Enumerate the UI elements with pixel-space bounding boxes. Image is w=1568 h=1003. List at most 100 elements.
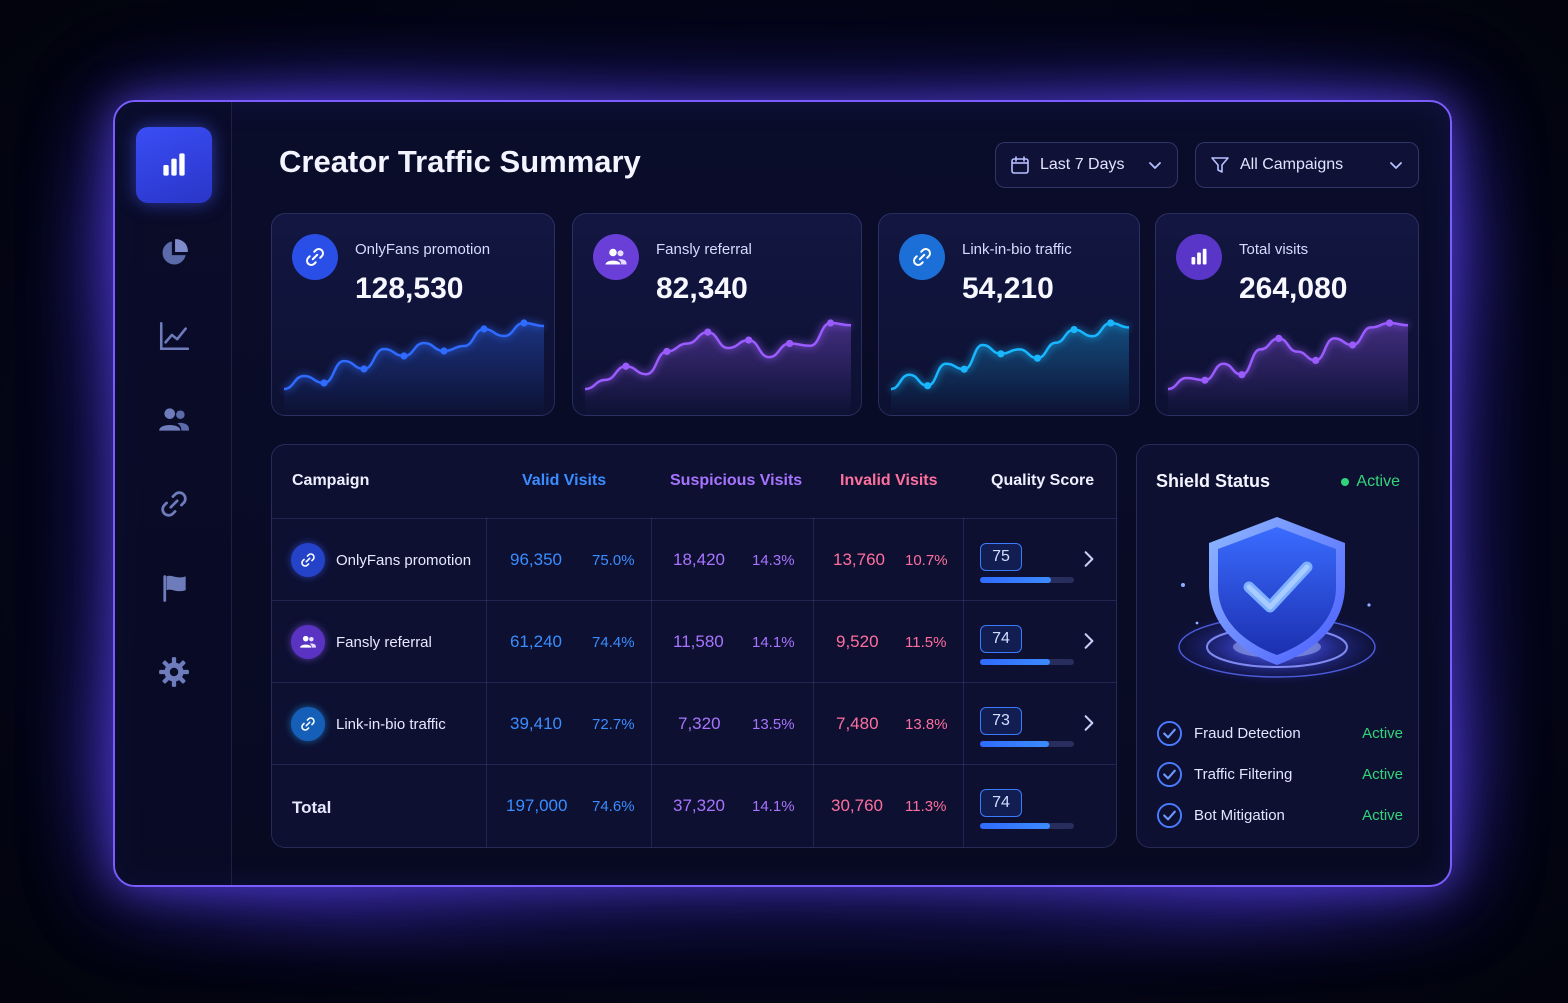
sparkline-point <box>1238 371 1246 379</box>
sparkline-point <box>786 339 794 348</box>
stat-card-total-visits[interactable]: Total visits 264,080 <box>1155 213 1419 416</box>
header-suspicious-visits[interactable]: Suspicious Visits <box>670 472 803 489</box>
sparkline-area <box>891 323 1129 415</box>
table-row[interactable]: Fansly referral 61,240 74.4% 11,580 14.1… <box>272 600 1116 682</box>
header-valid-visits[interactable]: Valid Visits <box>522 472 607 489</box>
suspicious-percent: 14.1% <box>752 798 795 815</box>
header-quality-score[interactable]: Quality Score <box>991 472 1095 489</box>
calendar-icon <box>1011 156 1029 174</box>
campaign-name: Link-in-bio traffic <box>336 716 446 733</box>
sidebar-item-reports[interactable] <box>136 215 212 291</box>
feature-label: Bot Mitigation <box>1194 807 1285 824</box>
chevron-down-icon <box>1390 162 1402 169</box>
sidebar-item-dashboard[interactable] <box>136 127 212 203</box>
quality-score-bar <box>980 823 1074 829</box>
valid-percent: 75.0% <box>592 552 635 569</box>
card-value: 264,080 <box>1239 272 1348 305</box>
campaign-icon <box>291 707 325 741</box>
sparkline-point <box>360 365 368 373</box>
quality-score-badge: 75 <box>980 543 1022 571</box>
card-label: Fansly referral <box>656 241 752 258</box>
suspicious-percent: 13.5% <box>752 716 795 733</box>
filter-icon <box>1211 157 1229 173</box>
sparkline-point <box>1275 334 1283 342</box>
campaign-table: Campaign Valid Visits Suspicious Visits … <box>271 444 1117 848</box>
chevron-right-icon[interactable] <box>1080 632 1098 650</box>
campaign-name: OnlyFans promotion <box>336 552 472 569</box>
campaign-filter-dropdown[interactable]: All Campaigns <box>1195 142 1419 188</box>
valid-visits: 39,410 <box>510 714 562 733</box>
invalid-visits: 9,520 <box>836 632 879 651</box>
suspicious-visits: 11,580 <box>673 632 724 651</box>
stat-card-fansly[interactable]: Fansly referral 82,340 <box>572 213 862 416</box>
users-icon <box>300 635 316 648</box>
sidebar-item-analytics[interactable] <box>136 298 212 374</box>
sparkline-chart <box>283 319 545 415</box>
quality-score-badge: 74 <box>980 789 1022 817</box>
chevron-right-icon[interactable] <box>1080 550 1098 568</box>
sparkline-point <box>1201 376 1209 384</box>
sparkline-point <box>400 352 408 360</box>
sparkline-chart <box>890 319 1130 415</box>
quality-score-bar <box>980 659 1074 665</box>
gear-icon <box>159 657 189 687</box>
quality-score-badge: 73 <box>980 707 1022 735</box>
date-range-value: Last 7 Days <box>1040 156 1125 173</box>
feature-status: Active <box>1362 725 1403 742</box>
sparkline-point <box>663 347 671 356</box>
sparkline-area <box>1168 323 1408 415</box>
sparkline-point <box>622 362 630 370</box>
sparkline-point <box>320 379 328 387</box>
card-value: 82,340 <box>656 272 748 305</box>
sparkline-point <box>960 365 968 373</box>
line-chart-icon <box>159 321 190 351</box>
chevron-right-icon[interactable] <box>1080 714 1098 732</box>
sidebar-item-flags[interactable] <box>136 550 212 626</box>
invalid-visits: 13,760 <box>833 550 885 569</box>
bar-chart-icon <box>1191 248 1207 265</box>
invalid-visits: 30,760 <box>831 796 883 815</box>
sparkline-point <box>480 325 488 333</box>
sidebar-item-settings[interactable] <box>136 634 212 710</box>
sparkline-point <box>1385 319 1394 327</box>
check-circle-icon <box>1156 761 1183 788</box>
link-icon <box>913 248 931 266</box>
suspicious-visits: 37,320 <box>673 796 725 815</box>
invalid-visits: 7,480 <box>836 714 879 733</box>
table-row[interactable]: Link-in-bio traffic 39,410 72.7% 7,320 1… <box>272 682 1116 764</box>
sparkline-point <box>745 336 753 344</box>
date-range-dropdown[interactable]: Last 7 Days <box>995 142 1178 188</box>
card-icon <box>1176 234 1222 280</box>
valid-percent: 74.6% <box>592 798 635 815</box>
sparkline-point <box>440 347 448 355</box>
dashboard-window: Creator Traffic Summary Last 7 Days All … <box>113 100 1452 887</box>
shield-status-badge: Active <box>1341 473 1400 491</box>
status-dot-icon <box>1341 478 1350 486</box>
header-campaign[interactable]: Campaign <box>292 472 370 489</box>
sparkline-point <box>826 319 835 327</box>
suspicious-percent: 14.3% <box>752 552 795 569</box>
card-value: 54,210 <box>962 272 1054 305</box>
card-label: Total visits <box>1239 241 1309 258</box>
bar-chart-icon <box>163 153 185 176</box>
stat-card-onlyfans[interactable]: OnlyFans promotion 128,530 <box>271 213 555 416</box>
link-icon <box>161 491 187 517</box>
sparkline-chart <box>584 319 852 415</box>
sparkline-point <box>1070 326 1078 334</box>
sparkline-point <box>924 382 932 390</box>
table-row[interactable]: OnlyFans promotion 96,350 75.0% 18,420 1… <box>272 518 1116 600</box>
flag-icon <box>163 575 186 602</box>
sidebar-item-links[interactable] <box>136 466 212 542</box>
stat-card-link-in-bio[interactable]: Link-in-bio traffic 54,210 <box>878 213 1140 416</box>
shield-status-panel: Shield Status Active <box>1136 444 1419 848</box>
suspicious-visits: 7,320 <box>678 714 721 733</box>
invalid-percent: 10.7% <box>905 552 948 569</box>
page-title: Creator Traffic Summary <box>279 144 641 179</box>
feature-fraud-detection: Fraud Detection Active <box>1156 720 1403 748</box>
header-invalid-visits[interactable]: Invalid Visits <box>840 472 938 489</box>
sparkline-point <box>1349 341 1357 349</box>
sidebar-item-audience[interactable] <box>136 382 212 458</box>
quality-score-bar <box>980 577 1074 583</box>
invalid-percent: 11.5% <box>905 634 947 651</box>
feature-label: Traffic Filtering <box>1194 766 1293 783</box>
